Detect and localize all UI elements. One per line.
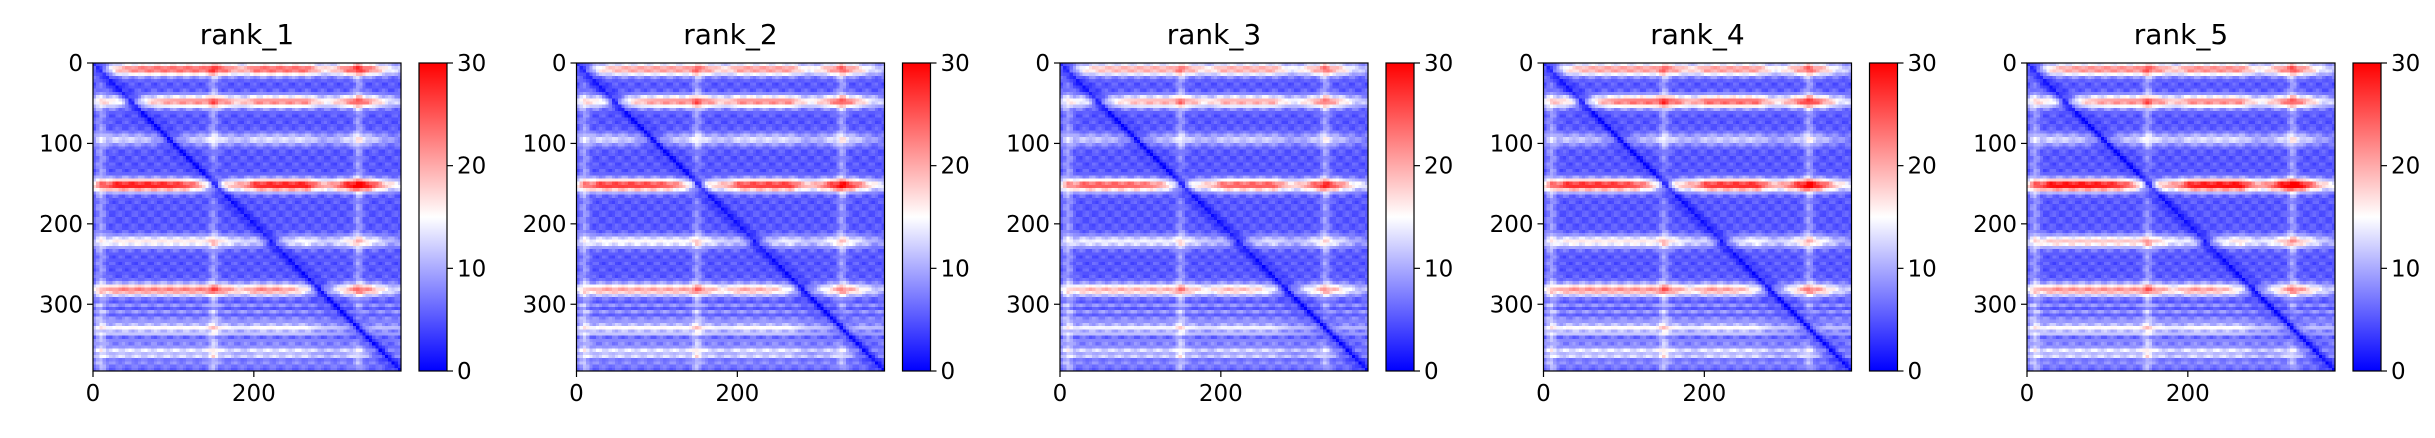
colorbar-tick-label: 0 (457, 359, 472, 385)
y-tick-label: 200 (1973, 212, 2017, 238)
panel-title: rank_5 (2134, 18, 2228, 51)
colorbar (901, 62, 932, 372)
colorbar-tick-label: 10 (1908, 256, 1937, 282)
x-tick-label: 0 (1536, 381, 1551, 407)
x-tick-label: 200 (232, 381, 276, 407)
y-tick-label: 200 (1006, 212, 1050, 238)
y-tick-label: 200 (523, 212, 567, 238)
colorbar-tick-label: 20 (457, 154, 486, 180)
colorbar-tick-label: 0 (1908, 359, 1923, 385)
colorbar-tick-label: 10 (1424, 256, 1453, 282)
colorbar-tick-label: 10 (941, 256, 970, 282)
colorbar-tick-label: 0 (941, 359, 956, 385)
colorbar-tick-label: 30 (1424, 51, 1453, 77)
colorbar-tick-label: 20 (1424, 154, 1453, 180)
x-tick-label: 0 (569, 381, 584, 407)
colorbar-tick-label: 10 (2391, 256, 2420, 282)
heatmap-image (93, 63, 401, 371)
colorbar-tick-label: 30 (1908, 51, 1937, 77)
x-tick-label: 200 (715, 381, 759, 407)
heatmap-panel-2: rank_2 0 100 200 300 0 200 0 10 20 30 (523, 18, 970, 407)
y-tick-label: 100 (39, 131, 83, 157)
colorbar-tick-label: 0 (2391, 359, 2406, 385)
heatmap-image (1060, 63, 1368, 371)
y-tick-label: 0 (1035, 51, 1050, 77)
colorbar-tick-label: 20 (941, 154, 970, 180)
colorbar-tick-label: 30 (457, 51, 486, 77)
plot-frame (1059, 62, 1369, 372)
x-tick-label: 200 (1199, 381, 1243, 407)
y-tick-label: 100 (1973, 131, 2017, 157)
y-tick-label: 200 (1490, 212, 1534, 238)
x-tick-label: 0 (1053, 381, 1068, 407)
colorbar-tick-label: 20 (1908, 154, 1937, 180)
heatmap-panel-3: rank_3 0 100 200 300 0 200 0 10 20 30 (1006, 18, 1453, 407)
heatmap-image (576, 63, 885, 371)
colorbar (2352, 62, 2382, 372)
colorbar (418, 62, 448, 372)
x-tick-label: 200 (1682, 381, 1726, 407)
heatmap-panel-5: rank_5 0 100 200 300 0 200 0 10 20 30 (1973, 18, 2420, 407)
colorbar-tick-label: 30 (2391, 51, 2420, 77)
y-tick-label: 300 (1973, 292, 2017, 318)
heatmap-panel-1: rank_1 0 100 200 300 0 200 0 10 20 30 (39, 18, 486, 407)
plot-frame (2026, 62, 2336, 372)
y-tick-label: 100 (1490, 131, 1534, 157)
y-tick-label: 0 (1519, 51, 1534, 77)
colorbar (1868, 62, 1899, 372)
plot-frame (575, 62, 886, 372)
heatmap-panel-4: rank_4 0 100 200 300 0 200 0 10 20 30 (1490, 18, 1937, 407)
y-tick-label: 100 (523, 131, 567, 157)
y-tick-label: 0 (68, 51, 83, 77)
panel-title: rank_2 (683, 18, 777, 51)
panel-title: rank_4 (1650, 18, 1744, 51)
colorbar-tick-label: 20 (2391, 154, 2420, 180)
x-tick-label: 200 (2166, 381, 2210, 407)
plot-frame (1542, 62, 1853, 372)
y-tick-label: 0 (552, 51, 567, 77)
y-tick-label: 300 (1490, 292, 1534, 318)
x-tick-label: 0 (2020, 381, 2035, 407)
colorbar (1385, 62, 1415, 372)
colorbar-tick-label: 0 (1424, 359, 1439, 385)
y-tick-label: 200 (39, 212, 83, 238)
x-tick-label: 0 (86, 381, 101, 407)
heatmap-image (1543, 63, 1852, 371)
y-tick-label: 0 (2002, 51, 2017, 77)
panel-title: rank_3 (1167, 18, 1261, 51)
heatmap-image (2027, 63, 2335, 371)
y-tick-label: 100 (1006, 131, 1050, 157)
y-tick-label: 300 (39, 292, 83, 318)
panel-title: rank_1 (200, 18, 294, 51)
y-tick-label: 300 (523, 292, 567, 318)
colorbar-tick-label: 30 (941, 51, 970, 77)
plot-frame (92, 62, 402, 372)
colorbar-tick-label: 10 (457, 256, 486, 282)
y-tick-label: 300 (1006, 292, 1050, 318)
